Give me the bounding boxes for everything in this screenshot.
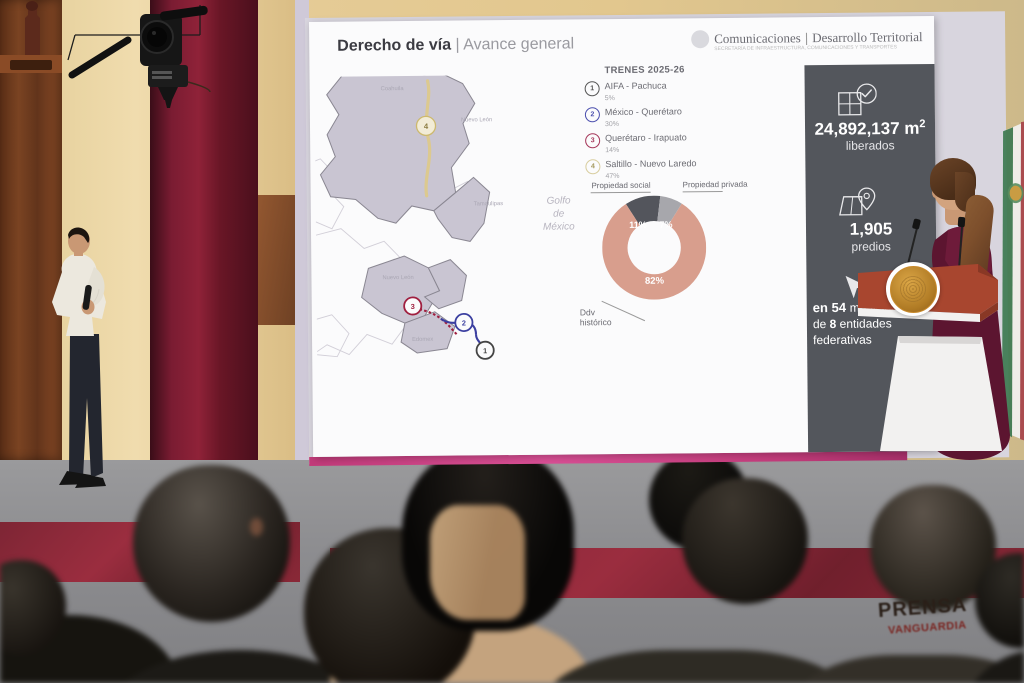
svg-text:Edomex: Edomex <box>412 337 433 343</box>
svg-text:1: 1 <box>483 346 487 355</box>
svg-text:7%: 7% <box>659 220 672 230</box>
svg-text:2: 2 <box>462 318 466 327</box>
svg-text:Tamaulipas: Tamaulipas <box>474 201 503 207</box>
svg-text:Nuevo León: Nuevo León <box>461 117 492 123</box>
svg-text:3: 3 <box>411 302 415 311</box>
svg-text:4: 4 <box>424 122 429 131</box>
svg-text:Coahuila: Coahuila <box>381 86 405 92</box>
svg-text:11%: 11% <box>629 220 647 230</box>
svg-text:Nuevo León: Nuevo León <box>382 275 413 281</box>
svg-text:82%: 82% <box>645 276 665 287</box>
